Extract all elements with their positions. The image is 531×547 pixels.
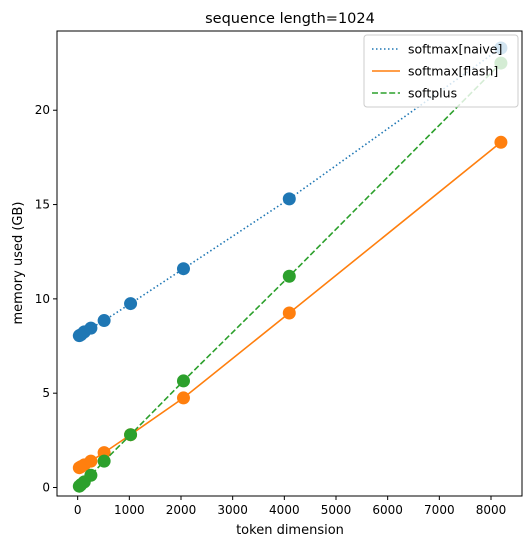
x-tick-label: 3000 — [217, 503, 248, 517]
y-tick-label: 5 — [42, 386, 50, 400]
data-point — [282, 192, 296, 206]
series-line — [78, 141, 502, 469]
data-point — [494, 135, 508, 149]
y-axis-label: memory used (GB) — [11, 202, 26, 325]
chart-title: sequence length=1024 — [205, 11, 375, 27]
data-point — [84, 468, 98, 482]
data-point — [282, 306, 296, 320]
x-tick-label: 2000 — [166, 503, 197, 517]
data-point — [282, 269, 296, 283]
x-tick-label: 5000 — [321, 503, 352, 517]
data-point — [176, 374, 190, 388]
data-point — [84, 321, 98, 335]
y-tick-label: 20 — [35, 103, 50, 117]
legend-entry: softmax[flash] — [408, 64, 498, 79]
x-axis-label: token dimension — [236, 523, 344, 538]
legend: softmax[naive] softmax[flash] softplus — [363, 34, 519, 108]
data-point — [124, 428, 138, 442]
data-point — [97, 454, 111, 468]
data-point — [124, 297, 138, 311]
series-softmax[naive] — [72, 41, 508, 343]
x-tick-label: 4000 — [269, 503, 300, 517]
x-tick-label: 1000 — [114, 503, 145, 517]
series-softmax[flash] — [72, 135, 508, 475]
legend-box — [363, 34, 519, 108]
y-axis: 0 5 10 15 20 — [35, 103, 57, 495]
data-point — [97, 314, 111, 328]
x-tick-label: 6000 — [372, 503, 403, 517]
y-tick-label: 15 — [35, 198, 50, 212]
series-softplus — [72, 56, 508, 493]
data-point — [84, 454, 98, 468]
plot-area — [72, 41, 508, 493]
legend-entry: softmax[naive] — [408, 42, 502, 57]
y-tick-label: 0 — [42, 481, 50, 495]
legend-entry: softplus — [408, 86, 457, 101]
data-point — [176, 262, 190, 276]
x-tick-label: 8000 — [476, 503, 507, 517]
x-axis: 0 1000 2000 3000 4000 5000 6000 7000 8000 — [74, 496, 506, 517]
x-tick-label: 0 — [74, 503, 82, 517]
data-point — [176, 391, 190, 405]
plot-frame — [56, 30, 523, 497]
y-tick-label: 10 — [35, 292, 50, 306]
x-tick-label: 7000 — [424, 503, 455, 517]
